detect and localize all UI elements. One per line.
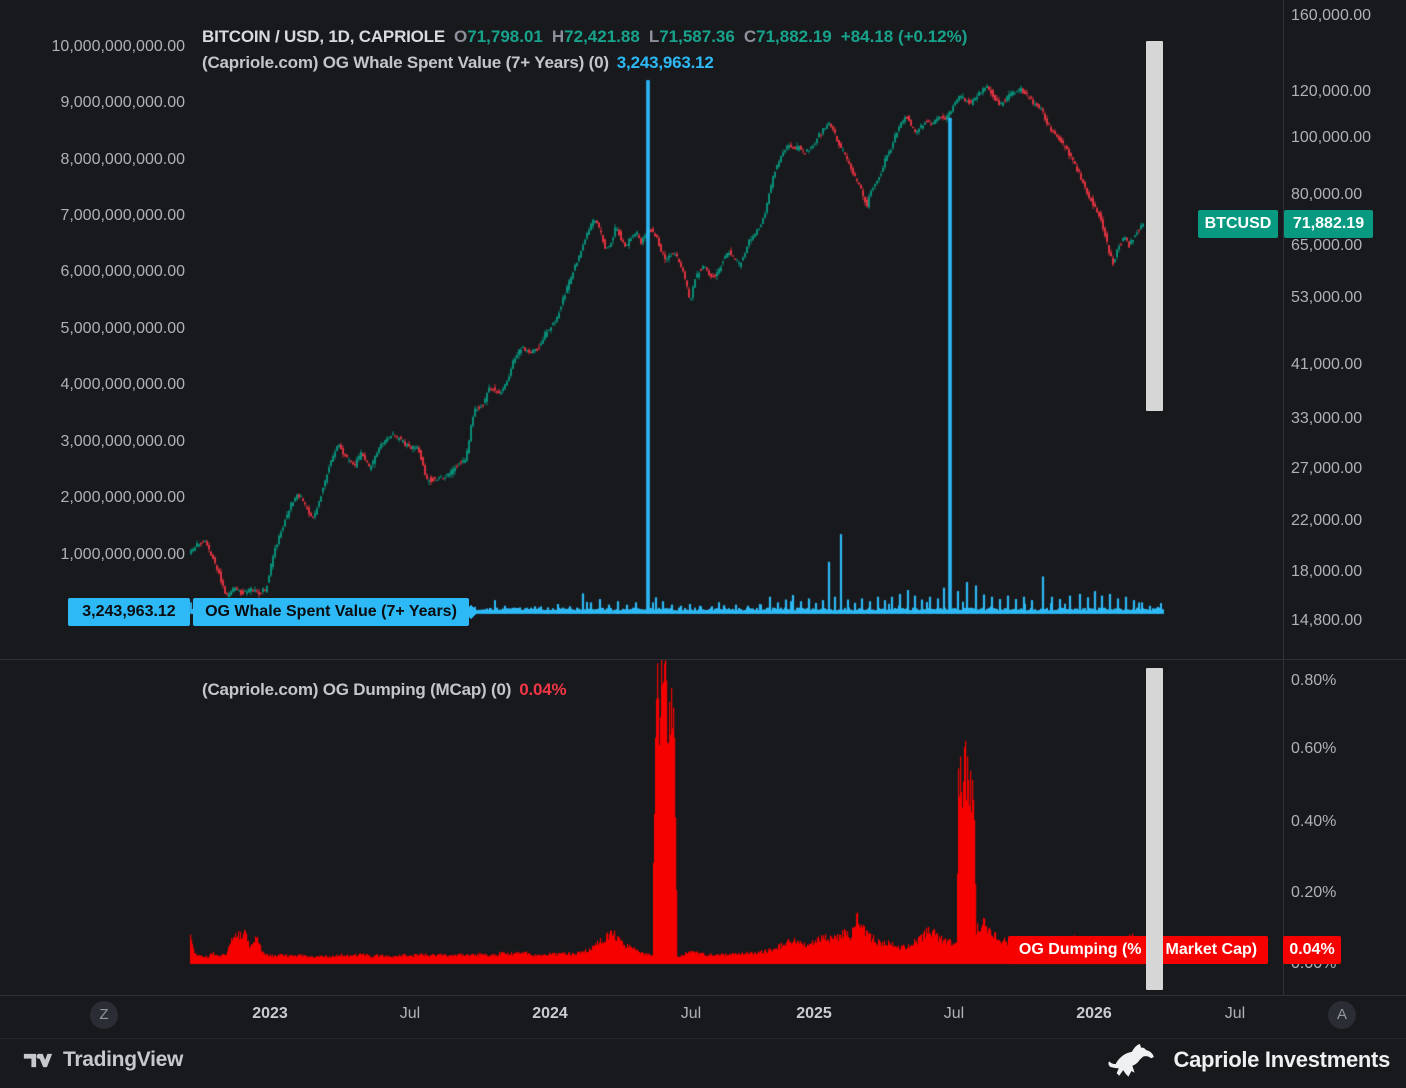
dumping-name-badge: OG Dumping (% of Market Cap) — [1008, 936, 1268, 964]
whale-name-badge: OG Whale Spent Value (7+ Years) — [193, 598, 469, 626]
whale-axis-label: 9,000,000,000.00 — [60, 94, 185, 111]
whale-indicator-value: 3,243,963.12 — [616, 53, 714, 72]
capriole-logo: Capriole Investments — [1107, 1040, 1390, 1080]
price-chart-canvas[interactable] — [0, 0, 1283, 660]
price-axis-label: 80,000.00 — [1291, 186, 1363, 203]
price-axis-label: 65,000.00 — [1291, 237, 1363, 254]
dumping-axis-label: 0.80% — [1291, 672, 1337, 689]
capriole-logo-text: Capriole Investments — [1173, 1047, 1390, 1072]
time-axis-year-label: 2025 — [796, 1005, 832, 1022]
symbol-badge: BTCUSD — [1198, 210, 1278, 238]
time-axis-month-label: Jul — [943, 1005, 965, 1022]
ohlc-value: 71,882.19 — [756, 27, 832, 46]
price-axis-label: 53,000.00 — [1291, 289, 1363, 306]
dumping-indicator-value: 0.04% — [519, 680, 567, 699]
whale-axis-label: 8,000,000,000.00 — [60, 151, 185, 168]
tradingview-logo[interactable]: TradingView — [22, 1048, 183, 1072]
whale-axis-label: 4,000,000,000.00 — [60, 376, 185, 393]
time-axis-year-label: 2026 — [1076, 1005, 1112, 1022]
price-axis-label: 14,800.00 — [1291, 612, 1363, 629]
whale-indicator-title: (Capriole.com) OG Whale Spent Value (7+ … — [202, 53, 714, 73]
price-axis-label: 33,000.00 — [1291, 410, 1363, 427]
capriole-horse-icon — [1108, 1043, 1155, 1077]
whale-axis-label: 2,000,000,000.00 — [60, 489, 185, 506]
whale-axis-label: 7,000,000,000.00 — [60, 207, 185, 224]
dumping-axis-label: 0.20% — [1291, 884, 1337, 901]
dumping-axis-label: 0.60% — [1291, 740, 1337, 757]
ohlc-key: C — [743, 27, 757, 46]
xaxis-separator — [0, 995, 1406, 996]
pane-separator — [0, 659, 1406, 660]
price-axis-label: 120,000.00 — [1291, 83, 1372, 100]
dumping-axis-label: 0.40% — [1291, 813, 1337, 830]
tradingview-logo-icon — [23, 1053, 53, 1067]
price-scale-separator — [1283, 0, 1284, 995]
scroll-left-button[interactable]: Z — [90, 1001, 118, 1029]
highlight-bar-top — [1146, 41, 1163, 411]
whale-value-badge: 3,243,963.12 — [68, 598, 190, 626]
ohlc-key: L — [648, 27, 660, 46]
time-axis-month-label: Jul — [680, 1005, 702, 1022]
symbol-title: BITCOIN / USD, 1D, CAPRIOLE — [202, 27, 446, 46]
whale-axis-label: 5,000,000,000.00 — [60, 320, 185, 337]
ohlc-values: O71,798.01 H72,421.88 L71,587.36 C71,882.19 — [445, 27, 832, 46]
ohlc-value: 71,798.01 — [467, 27, 543, 46]
ohlc-key: O — [454, 27, 468, 46]
footer-separator — [0, 1038, 1406, 1039]
auto-scroll-button[interactable]: A — [1328, 1001, 1356, 1029]
tradingview-logo-text: TradingView — [63, 1048, 184, 1071]
time-axis-year-label: 2024 — [532, 1005, 568, 1022]
price-axis-label: 27,000.00 — [1291, 460, 1363, 477]
ohlc-value: 71,587.36 — [659, 27, 735, 46]
whale-axis-label: 6,000,000,000.00 — [60, 263, 185, 280]
time-axis-year-label: 2023 — [252, 1005, 288, 1022]
dumping-value-badge: 0.04% — [1283, 936, 1341, 964]
price-axis-label: 100,000.00 — [1291, 129, 1372, 146]
highlight-bar-bottom — [1146, 668, 1163, 990]
dumping-indicator-title: (Capriole.com) OG Dumping (MCap) (0) 0.04… — [202, 680, 567, 700]
price-axis-label: 22,000.00 — [1291, 512, 1363, 529]
price-axis-label: 41,000.00 — [1291, 356, 1363, 373]
time-axis-month-label: Jul — [1224, 1005, 1246, 1022]
ohlc-value: 72,421.88 — [564, 27, 640, 46]
change-value: +84.18 (+0.12%) — [840, 27, 968, 46]
whale-axis-label: 10,000,000,000.00 — [51, 38, 185, 55]
price-axis-label: 18,000.00 — [1291, 563, 1363, 580]
last-price-badge: 71,882.19 — [1284, 210, 1373, 238]
whale-axis-label: 1,000,000,000.00 — [60, 546, 185, 563]
ohlc-key: H — [551, 27, 565, 46]
whale-indicator-name: (Capriole.com) OG Whale Spent Value (7+ … — [202, 53, 609, 72]
dumping-indicator-name: (Capriole.com) OG Dumping (MCap) (0) — [202, 680, 512, 699]
time-axis-month-label: Jul — [399, 1005, 421, 1022]
symbol-header: BITCOIN / USD, 1D, CAPRIOLE O71,798.01 H72… — [202, 27, 967, 47]
whale-axis-label: 3,000,000,000.00 — [60, 433, 185, 450]
price-axis-label: 160,000.00 — [1291, 7, 1372, 24]
